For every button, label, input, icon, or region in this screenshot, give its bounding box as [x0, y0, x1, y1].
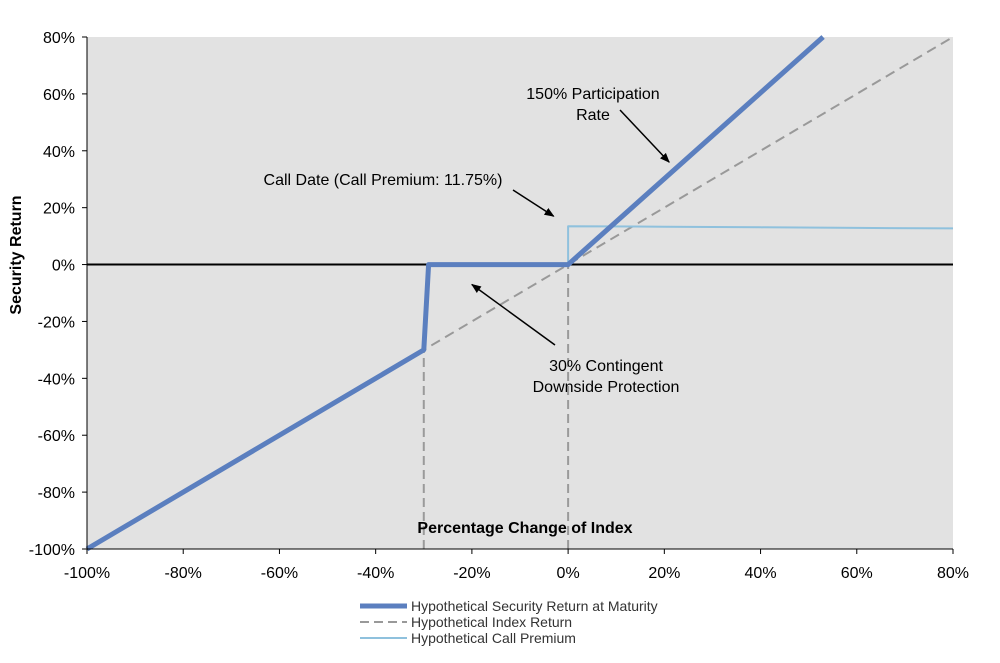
- series-line-2: [567, 225, 954, 265]
- series-line-0: [85, 35, 825, 552]
- x-tick-label: -80%: [165, 565, 202, 582]
- legend: Hypothetical Security Return at Maturity…: [360, 598, 658, 646]
- x-tick-label: 60%: [841, 565, 873, 582]
- annotation-arrow: [619, 109, 670, 163]
- y-tick-label: 80%: [43, 30, 75, 47]
- annotations: 150% Participation Rate Call Date (Call Pr…: [264, 86, 680, 396]
- annotation-text: 150% Participation: [526, 86, 659, 103]
- y-tick-label: 60%: [43, 87, 75, 104]
- y-tick-label: -40%: [38, 371, 75, 388]
- y-tick-label: -80%: [38, 485, 75, 502]
- y-tick-label: -100%: [29, 542, 75, 559]
- annotation-arrow: [512, 189, 555, 217]
- annotation-text: Rate: [576, 107, 610, 124]
- x-axis-ticks: -100% -80% -60% -40% -20% 0% 20% 40% 60% 80%: [64, 549, 969, 582]
- annotation-arrow: [471, 283, 556, 346]
- y-axis-title: Security Return: [8, 195, 25, 314]
- series-layer: [85, 35, 954, 552]
- x-tick-label: 20%: [648, 565, 680, 582]
- y-tick-label: -60%: [38, 428, 75, 445]
- annotation-text: Call Date (Call Premium: 11.75%): [264, 172, 503, 189]
- annotation-text: Downside Protection: [533, 379, 680, 396]
- x-tick-label: 40%: [745, 565, 777, 582]
- legend-label: Hypothetical Index Return: [411, 614, 572, 630]
- x-tick-label: 0%: [557, 565, 580, 582]
- reference-lines: [422, 264, 570, 549]
- annotation-text: 30% Contingent: [549, 358, 663, 375]
- x-axis-title: Percentage Change of Index: [417, 520, 632, 537]
- y-axis-ticks: 80% 60% 40% 20% 0% -20% -40% -60% -80% -100%: [29, 30, 87, 559]
- y-tick-label: 40%: [43, 144, 75, 161]
- legend-label: Hypothetical Security Return at Maturity: [411, 598, 658, 614]
- x-tick-label: 80%: [937, 565, 969, 582]
- y-tick-label: 20%: [43, 201, 75, 218]
- x-tick-label: -20%: [453, 565, 490, 582]
- x-tick-label: -60%: [261, 565, 298, 582]
- x-tick-label: -100%: [64, 565, 110, 582]
- y-tick-label: -20%: [38, 314, 75, 331]
- legend-label: Hypothetical Call Premium: [411, 630, 576, 646]
- y-tick-label: 0%: [52, 258, 75, 275]
- x-tick-label: -40%: [357, 565, 394, 582]
